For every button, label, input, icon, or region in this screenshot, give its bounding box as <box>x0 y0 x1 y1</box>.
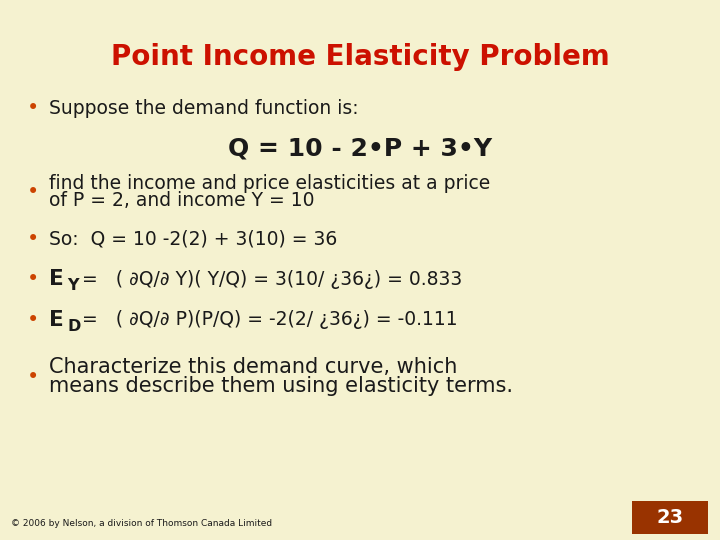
Text: •: • <box>27 309 40 330</box>
Text: Y: Y <box>68 278 79 293</box>
Text: 23: 23 <box>656 508 683 527</box>
Text: Point Income Elasticity Problem: Point Income Elasticity Problem <box>111 43 609 71</box>
Text: E: E <box>49 269 63 289</box>
Text: =   ( ∂Q/∂ Y)( Y/Q) = 3(10/ ¿36¿) = 0.833: = ( ∂Q/∂ Y)( Y/Q) = 3(10/ ¿36¿) = 0.833 <box>82 269 462 289</box>
Text: of P = 2, and income Y = 10: of P = 2, and income Y = 10 <box>49 191 315 211</box>
Text: means describe them using elasticity terms.: means describe them using elasticity ter… <box>49 376 513 396</box>
Text: =   ( ∂Q/∂ P)(P/Q) = -2(2/ ¿36¿) = -0.111: = ( ∂Q/∂ P)(P/Q) = -2(2/ ¿36¿) = -0.111 <box>82 310 458 329</box>
Text: So:  Q = 10 -2(2) + 3(10) = 36: So: Q = 10 -2(2) + 3(10) = 36 <box>49 229 337 248</box>
Text: © 2006 by Nelson, a division of Thomson Canada Limited: © 2006 by Nelson, a division of Thomson … <box>11 519 272 528</box>
Text: Characterize this demand curve, which: Characterize this demand curve, which <box>49 357 457 377</box>
Text: E: E <box>49 309 63 330</box>
Text: D: D <box>68 319 81 334</box>
Text: •: • <box>27 228 40 249</box>
FancyBboxPatch shape <box>632 501 708 534</box>
Text: •: • <box>27 269 40 289</box>
Text: Suppose the demand function is:: Suppose the demand function is: <box>49 98 359 118</box>
Text: •: • <box>27 98 40 118</box>
Text: find the income and price elasticities at a price: find the income and price elasticities a… <box>49 174 490 193</box>
Text: •: • <box>27 181 40 202</box>
Text: Q = 10 - 2•P + 3•Y: Q = 10 - 2•P + 3•Y <box>228 137 492 160</box>
Text: •: • <box>27 367 40 387</box>
